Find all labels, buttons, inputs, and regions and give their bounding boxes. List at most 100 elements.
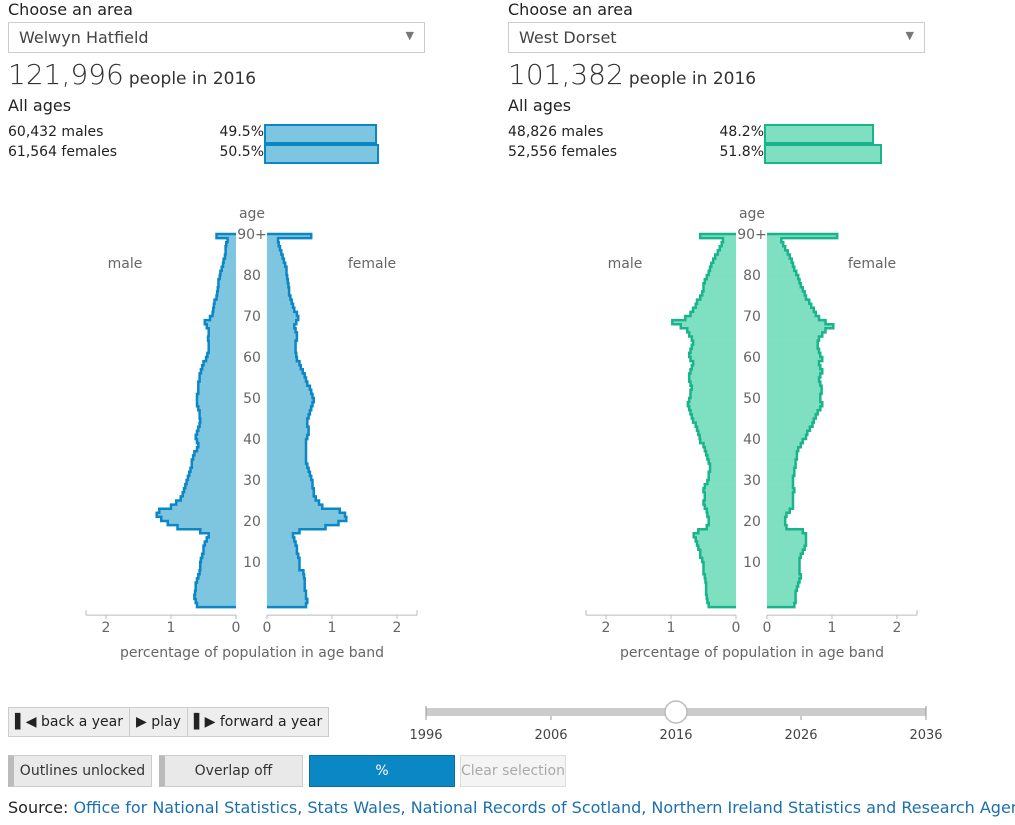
female-age-20-bar <box>767 521 786 526</box>
male-age-56-bar <box>689 373 736 378</box>
male-outline <box>671 232 736 609</box>
back-a-year-button[interactable]: ▌◀ back a year <box>9 708 130 736</box>
female-age-27-bar <box>267 492 314 497</box>
right-area-panel: Choose an area West Dorset ▼ 101,382 peo… <box>500 0 1000 680</box>
male-age-74-bar <box>697 299 736 304</box>
female-age-0-bar <box>767 603 795 608</box>
age-tick-label: 50 <box>243 391 261 407</box>
forward-a-year-button[interactable]: ▌▶ forward a year <box>188 708 328 736</box>
age-tick-label: 80 <box>743 268 761 284</box>
age-tick-label: 60 <box>243 350 261 366</box>
male-age-14-bar <box>203 545 236 550</box>
slider-tick-label: 2026 <box>784 728 817 743</box>
male-age-28-bar <box>184 488 236 493</box>
female-age-79-bar <box>767 279 800 284</box>
male-age-4-bar <box>195 586 236 591</box>
x-tick-label: 1 <box>828 620 837 636</box>
play-button[interactable]: ▶ play <box>130 708 188 736</box>
x-tick-label: 0 <box>263 620 272 636</box>
percent-toggle[interactable]: % <box>309 755 455 787</box>
area-select-right[interactable]: West Dorset ▼ <box>508 22 925 53</box>
age-tick-label: 40 <box>743 432 761 448</box>
females-percent: 50.5% <box>219 144 264 160</box>
female-age-24-bar <box>767 504 793 509</box>
female-age-2-bar <box>767 594 796 600</box>
female-age-90-bar <box>267 234 312 239</box>
female-age-12-bar <box>767 553 801 559</box>
males-share-bar <box>264 124 377 144</box>
x-tick-label: 1 <box>167 620 176 636</box>
female-age-27-bar <box>767 492 793 497</box>
outlines-toggle[interactable]: Outlines unlocked <box>8 755 152 787</box>
overlap-toggle[interactable]: Overlap off <box>159 755 303 787</box>
male-age-0-bar <box>197 603 236 608</box>
male-age-33-bar <box>710 467 736 473</box>
x-tick-label: 2 <box>393 620 402 636</box>
female-age-70-bar <box>267 316 299 321</box>
male-age-59-bar <box>203 361 236 366</box>
area-select-left[interactable]: Welwyn Hatfield ▼ <box>8 22 425 53</box>
area-select-value: West Dorset <box>519 28 617 47</box>
clear-selection-button[interactable]: Clear selection <box>460 755 566 787</box>
female-age-21-bar <box>767 516 786 522</box>
female-age-88-bar <box>267 242 279 247</box>
female-age-32-bar <box>267 471 310 477</box>
females-count: 61,564 females <box>8 144 117 160</box>
x-tick-label: 1 <box>328 620 337 636</box>
male-age-72-bar <box>693 307 736 313</box>
female-age-86-bar <box>767 250 788 255</box>
female-age-17-bar <box>267 533 293 538</box>
male-age-79-bar <box>704 279 736 284</box>
females-row: 52,556 females 51.8% <box>508 144 883 164</box>
slider-tick-label: 2016 <box>659 728 692 743</box>
female-age-42-bar <box>767 430 808 436</box>
male-age-16-bar <box>695 537 736 542</box>
male-age-63-bar <box>208 344 236 350</box>
ages-label: All ages <box>8 96 72 115</box>
female-age-45-bar <box>767 418 814 423</box>
year-slider[interactable]: 1996 2006 2016 2026 2036 <box>410 698 970 748</box>
female-age-79-bar <box>267 279 288 284</box>
female-age-7-bar <box>267 574 305 579</box>
male-age-64-bar <box>693 340 736 345</box>
female-age-46-bar <box>267 414 309 419</box>
female-bars <box>267 234 347 608</box>
female-age-28-bar <box>767 488 795 493</box>
female-age-88-bar <box>767 242 784 247</box>
male-age-28-bar <box>703 488 736 493</box>
male-age-10-bar <box>703 562 736 567</box>
female-age-80-bar <box>767 275 799 280</box>
female-age-85-bar <box>267 254 283 259</box>
female-age-18-bar <box>767 529 803 534</box>
female-age-58-bar <box>767 365 821 370</box>
female-age-20-bar <box>267 521 339 526</box>
male-age-25-bar <box>176 500 236 505</box>
male-age-12-bar <box>700 553 736 559</box>
female-age-26-bar <box>267 496 316 501</box>
female-age-2-bar <box>267 594 306 600</box>
male-age-86-bar <box>717 250 736 255</box>
male-age-55-bar <box>199 377 236 382</box>
males-percent: 48.2% <box>719 124 764 140</box>
male-age-85-bar <box>715 254 736 259</box>
female-label: female <box>848 256 896 272</box>
male-age-51-bar <box>197 393 236 399</box>
age-tick-label: 10 <box>243 555 261 571</box>
male-age-43-bar <box>198 426 236 432</box>
x-axis-label: percentage of population in age band <box>120 645 384 661</box>
female-age-77-bar <box>267 287 290 292</box>
male-age-56-bar <box>199 373 236 378</box>
female-age-51-bar <box>767 393 821 399</box>
age-tick-label: 20 <box>243 514 261 530</box>
male-age-62-bar <box>208 348 236 354</box>
female-age-57-bar <box>767 369 823 374</box>
male-age-15-bar <box>204 541 236 546</box>
female-age-83-bar <box>767 262 793 268</box>
female-age-43-bar <box>767 426 810 432</box>
female-age-63-bar <box>767 344 818 350</box>
source-links[interactable]: Office for National Statistics, Stats Wa… <box>73 798 1015 817</box>
female-age-13-bar <box>767 549 803 555</box>
age-tick-label: 60 <box>743 350 761 366</box>
male-age-2-bar <box>706 594 736 600</box>
male-age-38-bar <box>197 447 236 452</box>
